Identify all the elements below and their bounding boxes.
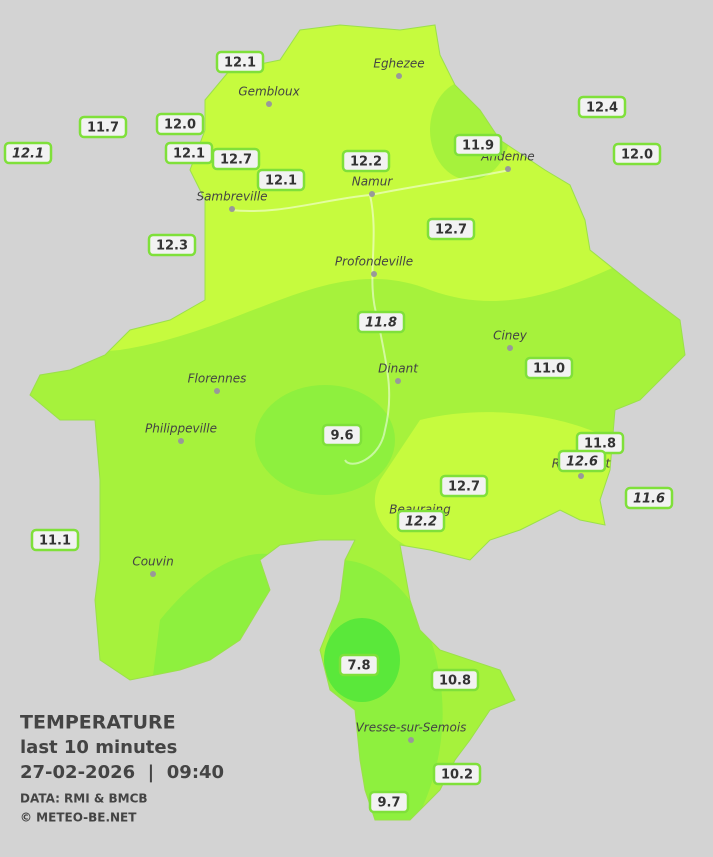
station-box bbox=[341, 149, 391, 173]
station-value: 11.0 bbox=[533, 362, 565, 377]
station-value: 12.1 bbox=[12, 147, 44, 162]
station-value: 12.0 bbox=[621, 148, 653, 163]
town-label: Dinant bbox=[378, 362, 419, 376]
station-value: 12.4 bbox=[586, 101, 618, 116]
town-dot bbox=[266, 101, 272, 107]
town-label: Sambreville bbox=[196, 190, 267, 204]
station-value: 10.8 bbox=[439, 674, 471, 689]
town-label: Ciney bbox=[493, 329, 528, 343]
town-label: Namur bbox=[352, 175, 394, 189]
station-box bbox=[256, 168, 306, 192]
town-label: Gembloux bbox=[238, 85, 300, 99]
station-value: 11.8 bbox=[365, 316, 397, 331]
town-label: Eghezee bbox=[373, 57, 424, 71]
station-value: 10.2 bbox=[441, 768, 473, 783]
station-value: 11.8 bbox=[584, 437, 616, 452]
station-value: 12.1 bbox=[265, 174, 297, 189]
legend-datetime: 27-02-2026 | 09:40 bbox=[20, 762, 224, 783]
station-box bbox=[147, 233, 197, 257]
town-dot bbox=[578, 473, 584, 479]
station-box bbox=[338, 653, 380, 677]
station-box bbox=[439, 474, 489, 498]
town-label: Philippeville bbox=[145, 422, 217, 436]
town-dot bbox=[214, 388, 220, 394]
station-box bbox=[321, 423, 363, 447]
town-dot bbox=[178, 438, 184, 444]
town-dot bbox=[408, 737, 414, 743]
station-box bbox=[524, 356, 574, 380]
station-box bbox=[211, 147, 261, 171]
station-value: 11.7 bbox=[87, 121, 119, 136]
station-value: 12.7 bbox=[435, 223, 467, 238]
town-dot bbox=[507, 345, 513, 351]
station-value: 12.7 bbox=[220, 153, 252, 168]
station-value: 9.7 bbox=[377, 796, 400, 811]
station-box bbox=[426, 217, 476, 241]
station-box bbox=[453, 133, 503, 157]
station-value: 12.1 bbox=[224, 56, 256, 71]
legend-title: TEMPERATURE bbox=[20, 712, 176, 734]
station-box bbox=[155, 112, 205, 136]
station-value: 7.8 bbox=[347, 659, 370, 674]
station-box bbox=[30, 528, 80, 552]
legend-period: last 10 minutes bbox=[20, 737, 177, 758]
station-value: 12.2 bbox=[350, 155, 382, 170]
station-box bbox=[430, 668, 480, 692]
station-value: 11.6 bbox=[633, 492, 665, 507]
town-dot bbox=[369, 191, 375, 197]
town-label: Couvin bbox=[132, 555, 173, 569]
town-dot bbox=[505, 166, 511, 172]
town-dot bbox=[371, 271, 377, 277]
legend-source: DATA: RMI & BMCB bbox=[20, 792, 148, 806]
town-label: Vresse-sur-Semois bbox=[356, 721, 467, 735]
legend-copyright: © METEO-BE.NET bbox=[20, 811, 137, 825]
station-value: 12.7 bbox=[448, 480, 480, 495]
station-box bbox=[356, 310, 406, 334]
station-value: 12.1 bbox=[173, 147, 205, 162]
town-dot bbox=[395, 378, 401, 384]
station-value: 12.2 bbox=[405, 515, 437, 530]
station-box bbox=[624, 486, 674, 510]
station-box bbox=[215, 50, 265, 74]
town-label: Profondeville bbox=[335, 255, 413, 269]
station-box bbox=[368, 790, 410, 814]
station-value: 11.9 bbox=[462, 139, 494, 154]
station-value: 12.6 bbox=[566, 455, 598, 470]
station-value: 12.3 bbox=[156, 239, 188, 254]
station-box bbox=[557, 449, 607, 473]
station-value: 12.0 bbox=[164, 118, 196, 133]
station-box bbox=[577, 95, 627, 119]
station-box bbox=[432, 762, 482, 786]
station-box bbox=[612, 142, 662, 166]
station-box bbox=[78, 115, 128, 139]
station-box bbox=[396, 509, 446, 533]
town-dot bbox=[229, 206, 235, 212]
station-box bbox=[3, 141, 53, 165]
town-dot bbox=[396, 73, 402, 79]
station-value: 9.6 bbox=[330, 429, 353, 444]
station-value: 11.1 bbox=[39, 534, 71, 549]
town-label: Florennes bbox=[188, 372, 247, 386]
town-dot bbox=[150, 571, 156, 577]
